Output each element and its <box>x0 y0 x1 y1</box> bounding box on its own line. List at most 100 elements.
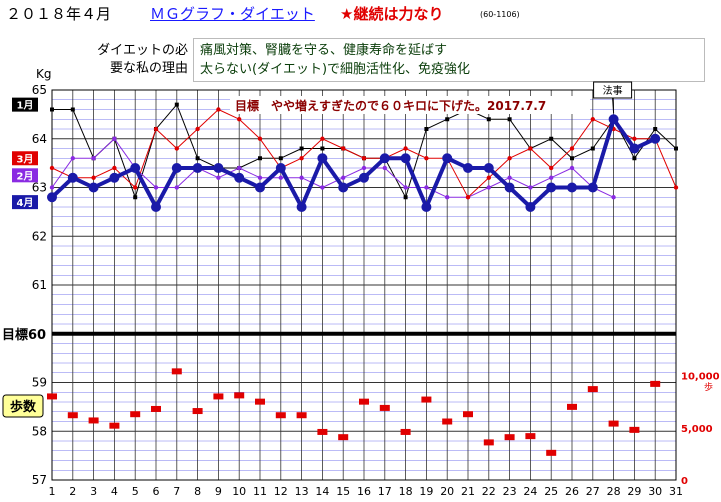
point-january <box>508 117 512 121</box>
point-march <box>258 137 262 141</box>
point-february <box>299 176 303 180</box>
point-april <box>193 163 203 173</box>
steps-marker <box>68 412 78 418</box>
legend-tag-label: 1月 <box>17 100 34 112</box>
steps-marker <box>276 412 286 418</box>
point-february <box>487 185 491 189</box>
chart-labels: 歩数1月3月2月4月目標 やや増えすぎたので６０キロに下げた。2017.7.7法… <box>3 82 632 417</box>
x-tick-label: 2 <box>69 485 76 498</box>
y-tick-label: 63 <box>32 181 47 195</box>
point-january <box>591 147 595 151</box>
point-march <box>320 137 324 141</box>
y-unit-label: Kg <box>36 67 52 81</box>
point-january <box>404 195 408 199</box>
point-april <box>338 183 348 193</box>
point-march <box>362 156 366 160</box>
x-tick-label: 5 <box>132 485 139 498</box>
steps-marker <box>463 411 473 417</box>
point-march <box>175 146 179 150</box>
point-march <box>403 146 407 150</box>
steps-marker <box>484 439 494 445</box>
event-callout-label: 法事 <box>603 84 623 97</box>
chart-grid <box>52 90 676 480</box>
x-tick-label: 1 <box>49 485 56 498</box>
point-april <box>359 173 369 183</box>
x-tick-label: 19 <box>419 485 433 498</box>
steps-marker <box>380 405 390 411</box>
steps-tick-label: 0 <box>681 476 688 487</box>
point-march <box>133 185 137 189</box>
point-april <box>588 183 598 193</box>
legend-tag-february: 2月 <box>12 168 38 182</box>
legend-tag-january: 1月 <box>12 98 38 112</box>
point-february <box>216 176 220 180</box>
steps-marker <box>546 450 556 456</box>
steps-marker <box>629 427 639 433</box>
steps-marker <box>255 399 265 405</box>
steps-marker <box>401 429 411 435</box>
x-tick-label: 12 <box>274 485 288 498</box>
point-february <box>154 185 158 189</box>
point-january <box>50 108 54 112</box>
point-february <box>362 166 366 170</box>
legend-tag-label: 4月 <box>17 197 34 209</box>
point-april <box>172 163 182 173</box>
point-april <box>421 202 431 212</box>
point-april <box>68 173 78 183</box>
steps-legend-label: 歩数 <box>10 399 37 415</box>
steps-marker <box>151 406 161 412</box>
point-april <box>130 163 140 173</box>
point-april <box>380 153 390 163</box>
point-january <box>549 137 553 141</box>
point-february <box>383 166 387 170</box>
point-february <box>112 137 116 141</box>
point-january <box>196 156 200 160</box>
steps-marker <box>359 399 369 405</box>
point-march <box>591 117 595 121</box>
x-tick-label: 3 <box>90 485 97 498</box>
point-february <box>528 185 532 189</box>
steps-unit-label: 歩 <box>704 381 713 393</box>
point-january <box>175 103 179 107</box>
point-january <box>445 117 449 121</box>
point-april <box>567 183 577 193</box>
point-march <box>528 146 532 150</box>
point-march <box>195 127 199 131</box>
legend-tag-label: 2月 <box>17 170 34 182</box>
x-tick-label: 22 <box>482 485 496 498</box>
point-april <box>525 202 535 212</box>
x-tick-label: 25 <box>544 485 558 498</box>
x-tick-label: 17 <box>378 485 392 498</box>
point-february <box>507 176 511 180</box>
point-february <box>320 185 324 189</box>
legend-tag-march: 3月 <box>12 151 38 165</box>
x-tick-label: 26 <box>565 485 579 498</box>
x-tick-label: 4 <box>111 485 118 498</box>
x-tick-label: 30 <box>648 485 662 498</box>
steps-marker <box>505 434 515 440</box>
point-march <box>341 146 345 150</box>
point-march <box>570 146 574 150</box>
point-january <box>133 195 137 199</box>
x-tick-label: 20 <box>440 485 454 498</box>
point-april <box>213 163 223 173</box>
point-february <box>175 185 179 189</box>
goal-axis-label: 目標60 <box>2 327 46 343</box>
point-april <box>463 163 473 173</box>
point-march <box>424 156 428 160</box>
x-tick-label: 10 <box>232 485 246 498</box>
point-march <box>466 195 470 199</box>
point-february <box>71 156 75 160</box>
steps-series <box>47 368 660 455</box>
point-january <box>71 108 75 112</box>
point-february <box>237 166 241 170</box>
point-february <box>341 176 345 180</box>
x-tick-label: 28 <box>607 485 621 498</box>
point-january <box>487 117 491 121</box>
y-tick-label: 64 <box>32 132 47 146</box>
x-tick-label: 13 <box>295 485 309 498</box>
point-january <box>632 156 636 160</box>
point-april <box>629 144 639 154</box>
series-line-april <box>52 119 655 207</box>
point-april <box>484 163 494 173</box>
